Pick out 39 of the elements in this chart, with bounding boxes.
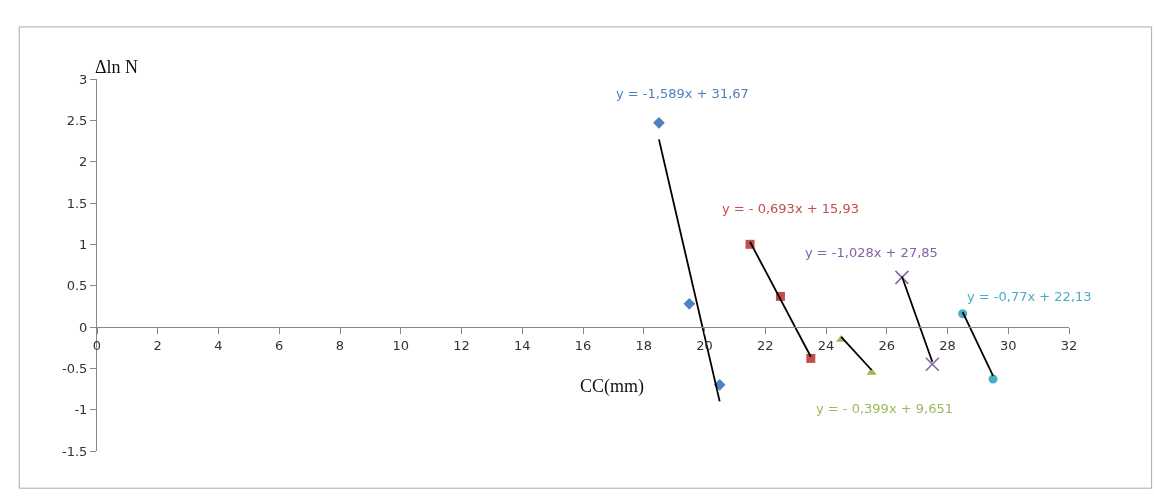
y-tick-label: 2 bbox=[79, 154, 88, 170]
x-tick-label: 22 bbox=[756, 337, 774, 353]
y-tick-label: 2.5 bbox=[66, 112, 88, 128]
y-tick-label: 3 bbox=[79, 71, 88, 87]
annotation: y = - 0,693x + 15,93 bbox=[722, 201, 859, 216]
x-tick-label: 10 bbox=[392, 337, 410, 353]
point bbox=[894, 270, 910, 285]
y-tick-label: 0.5 bbox=[66, 278, 88, 294]
x-tick-label: 24 bbox=[817, 337, 835, 353]
x-tick-label: 28 bbox=[939, 337, 956, 353]
point bbox=[988, 374, 998, 384]
x-tick-label: 4 bbox=[214, 337, 223, 353]
point bbox=[806, 353, 816, 363]
x-tick-label: 8 bbox=[335, 337, 345, 353]
point bbox=[683, 298, 696, 310]
point bbox=[925, 356, 940, 372]
annotation: y = -1,589x + 31,67 bbox=[616, 86, 749, 101]
annotation: y = -0,77x + 22,13 bbox=[967, 289, 1092, 304]
annotation: y = - 0,399x + 9,651 bbox=[816, 401, 953, 416]
point bbox=[866, 367, 877, 375]
y-tick-label: 1 bbox=[79, 236, 88, 252]
annotation: y = -1,028x + 27,85 bbox=[805, 245, 938, 260]
x-tick-label: 12 bbox=[453, 337, 470, 353]
x-tick-label: 30 bbox=[999, 337, 1017, 353]
y-tick-label: 0 bbox=[79, 319, 88, 335]
y-axis-title: Δln N bbox=[95, 57, 139, 77]
x-tick-label: 6 bbox=[275, 337, 284, 353]
point bbox=[653, 116, 665, 129]
y-tick-label: 1.5 bbox=[66, 195, 88, 211]
y-tick-label: -0.5 bbox=[62, 360, 88, 376]
x-tick-label: 32 bbox=[1060, 337, 1078, 353]
x-axis-title: CC(mm) bbox=[580, 376, 645, 397]
x-tick-label: 14 bbox=[513, 337, 531, 353]
x-tick-label: 18 bbox=[635, 337, 653, 353]
x-tick-label: 16 bbox=[574, 337, 592, 353]
y-tick-label: -1 bbox=[74, 402, 88, 418]
x-tick-label: 26 bbox=[878, 337, 896, 353]
x-tick-label: 2 bbox=[153, 337, 162, 353]
y-tick-label: -1.5 bbox=[62, 443, 88, 459]
